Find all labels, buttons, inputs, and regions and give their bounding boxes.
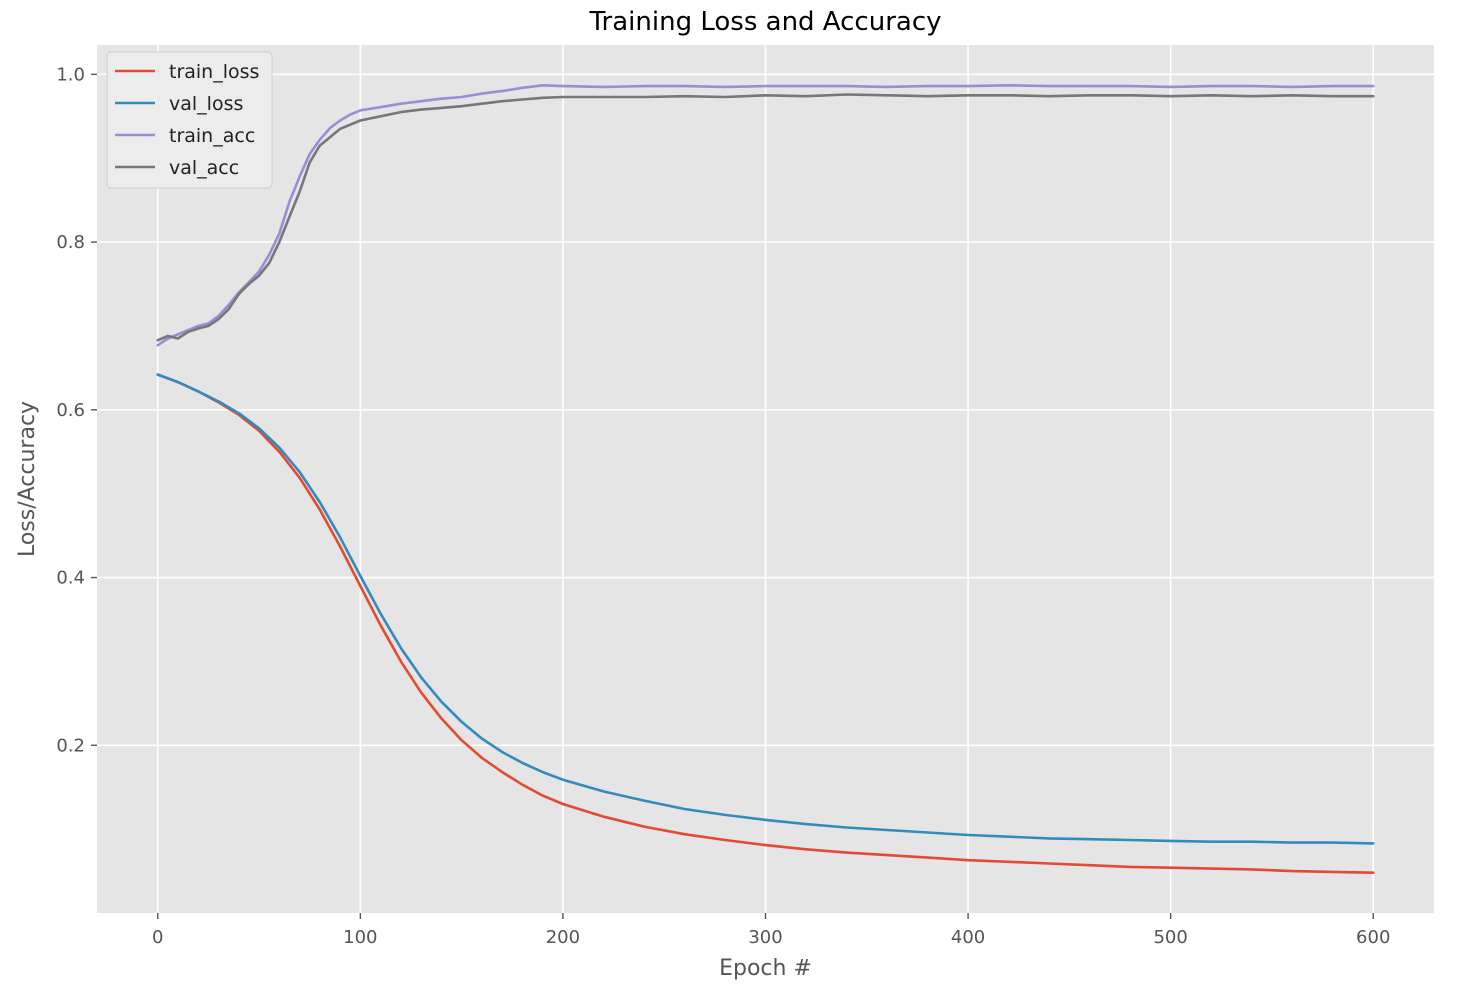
x-tick-label: 400: [951, 927, 985, 948]
legend-box: [106, 51, 273, 189]
legend-label: train_acc: [169, 125, 255, 147]
series-lines: [156, 84, 1375, 875]
legend-label: train_loss: [169, 61, 259, 83]
legend-label: val_loss: [169, 93, 243, 115]
series-line-val-loss: [156, 373, 1375, 845]
series-line-train-loss: [156, 373, 1375, 875]
x-tick-label: 300: [748, 927, 782, 948]
y-tick-label: 1.0: [56, 64, 85, 85]
y-tick-label: 0.6: [56, 400, 85, 421]
chart-title: Training Loss and Accuracy: [588, 7, 941, 37]
x-tick-label: 600: [1356, 927, 1390, 948]
x-tick-label: 200: [546, 927, 580, 948]
x-tick-label: 500: [1153, 927, 1187, 948]
x-tick-label: 100: [343, 927, 377, 948]
y-axis-title: Loss/Accuracy: [15, 401, 40, 557]
legend-label: val_acc: [169, 157, 239, 179]
axis-ticks: 0 100 200 300 400 500 600 0.2 0.4 0.6 0.8 1.0: [56, 64, 1390, 948]
grid-lines: [97, 45, 1434, 913]
legend: train_loss val_loss train_acc val_acc: [106, 51, 273, 189]
series-line-val-acc: [156, 93, 1375, 342]
y-tick-label: 0.8: [56, 232, 85, 253]
x-axis-title: Epoch #: [719, 956, 812, 981]
x-tick-label: 0: [152, 927, 163, 948]
y-tick-label: 0.2: [56, 735, 85, 756]
y-tick-label: 0.4: [56, 568, 85, 589]
